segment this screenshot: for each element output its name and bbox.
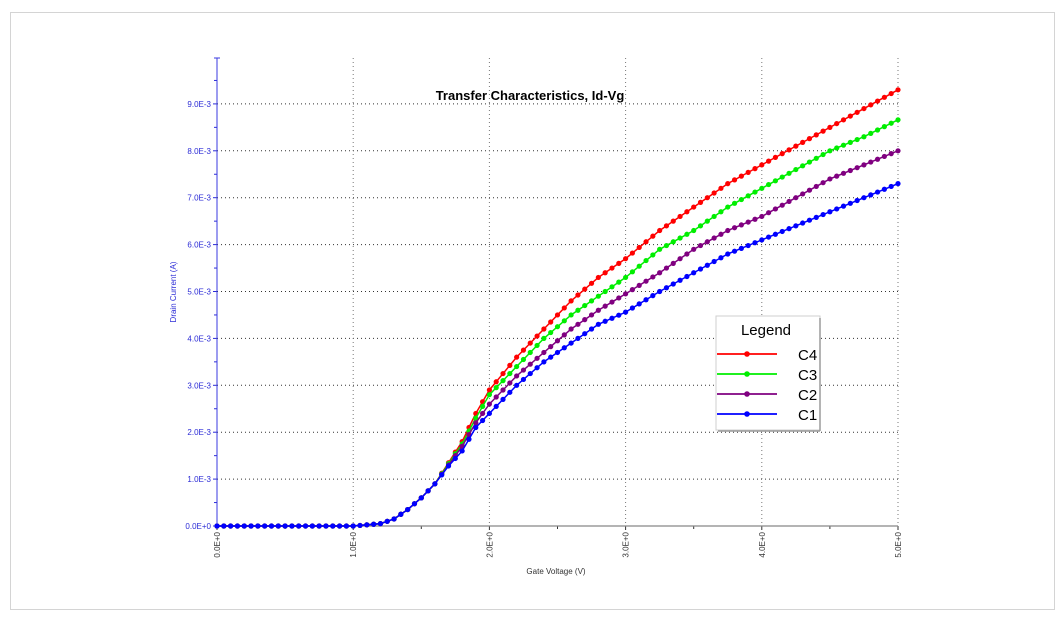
- legend-item-c2: C2: [717, 387, 817, 404]
- legend: Legend C4 C3 C2 C1: [715, 315, 821, 432]
- legend-label: C2: [798, 387, 817, 404]
- axes: 0.0E+0 1.0E-3 2.0E-3 3.0E-3 4.0E-3 5.0E-3 6.0E…: [185, 57, 903, 558]
- series-c1: [214, 181, 901, 529]
- x-tick-label: 5.0E+0: [894, 531, 903, 557]
- legend-label: C4: [798, 347, 817, 364]
- legend-label: C3: [798, 367, 817, 384]
- y-tick-label: 8.0E-3: [187, 147, 211, 156]
- x-tick-label: 4.0E+0: [758, 531, 767, 557]
- y-tick-label: 0.0E+0: [185, 522, 211, 531]
- legend-label: C1: [798, 407, 817, 424]
- y-tick-label: 2.0E-3: [187, 428, 211, 437]
- chart-frame: [10, 12, 1055, 610]
- legend-title: Legend: [741, 322, 791, 339]
- x-axis-label: Gate Voltage (V): [526, 567, 585, 576]
- y-tick-label: 4.0E-3: [187, 334, 211, 343]
- y-tick-label: 3.0E-3: [187, 381, 211, 390]
- legend-item-c3: C3: [717, 367, 817, 384]
- x-tick-label: 3.0E+0: [622, 531, 631, 557]
- grid-lines: [217, 58, 899, 526]
- y-tick-label: 1.0E-3: [187, 475, 211, 484]
- y-tick-label: 5.0E-3: [187, 288, 211, 297]
- y-tick-label: 7.0E-3: [187, 194, 211, 203]
- x-tick-label: 2.0E+0: [485, 531, 494, 557]
- y-tick-label: 9.0E-3: [187, 100, 211, 109]
- series-c4: [214, 87, 901, 529]
- legend-item-c4: C4: [717, 347, 817, 364]
- data-series: [214, 87, 901, 529]
- legend-item-c1: C1: [717, 407, 817, 424]
- x-tick-label: 1.0E+0: [349, 531, 358, 557]
- y-tick-label: 6.0E-3: [187, 241, 211, 250]
- y-axis-label: Drain Current (A): [169, 261, 178, 322]
- x-tick-label: 0.0E+0: [213, 531, 222, 557]
- chart-title: Transfer Characteristics, Id-Vg: [436, 88, 625, 103]
